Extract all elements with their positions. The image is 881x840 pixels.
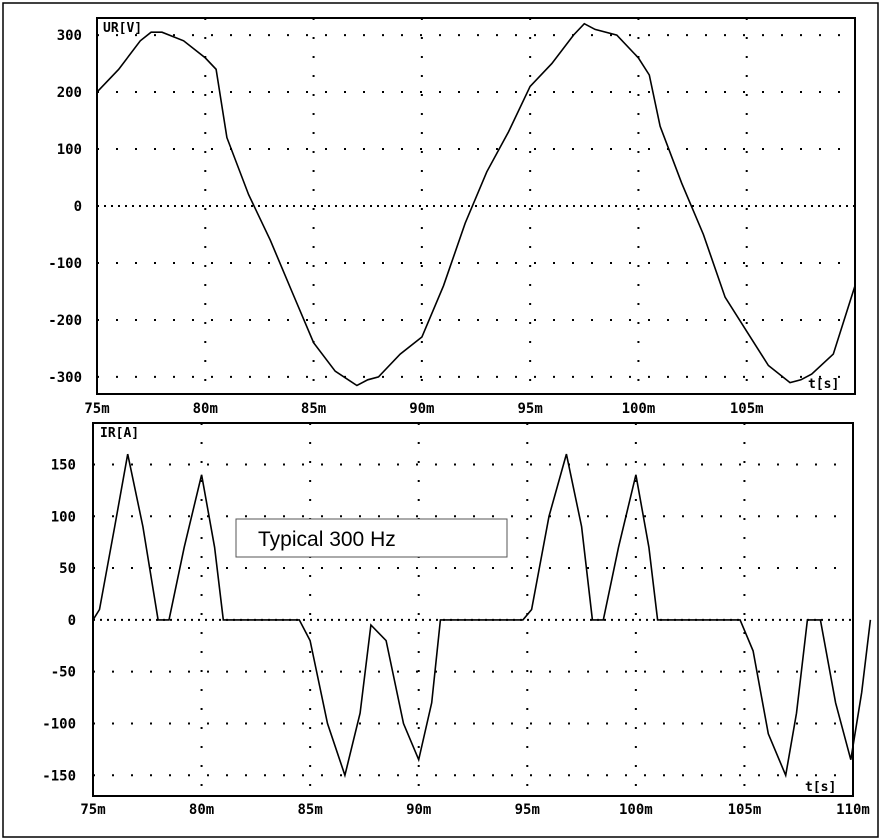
voltage-series-line: [96, 22, 856, 387]
current-y-tick-label: -100: [42, 716, 76, 732]
voltage-x-tick-label: 95m: [517, 401, 542, 417]
current-series-line: [92, 453, 872, 779]
current-x-tick-label: 100m: [619, 802, 653, 818]
voltage-x-tick-label: 85m: [301, 401, 326, 417]
voltage-x-tick-label: 80m: [193, 401, 218, 417]
voltage-y-tick-label: -100: [48, 256, 82, 272]
voltage-x-axis-label: t[s]: [808, 377, 839, 392]
voltage-y-tick-label: -300: [48, 370, 82, 386]
current-y-axis-label: IR[A]: [100, 426, 139, 441]
voltage-chart: 300 200 100 0 -100 -200 -300 75m 80m 85m 90m 95m 10…: [48, 17, 856, 417]
current-y-tick-label: 0: [68, 613, 76, 629]
current-plot-frame: [92, 422, 854, 797]
voltage-y-axis-label: UR[V]: [103, 21, 142, 36]
voltage-y-tick-labels: 300 200 100 0 -100 -200 -300: [48, 28, 82, 386]
current-x-tick-label: 110m: [836, 802, 870, 818]
voltage-x-tick-label: 105m: [730, 401, 764, 417]
current-y-tick-label: -50: [51, 665, 76, 681]
current-y-tick-label: 100: [51, 509, 76, 525]
voltage-y-tick-label: 100: [57, 142, 82, 158]
current-x-tick-label: 75m: [80, 802, 105, 818]
voltage-y-tick-label: -200: [48, 313, 82, 329]
voltage-y-tick-label: 0: [74, 199, 82, 215]
voltage-y-tick-label: 300: [57, 28, 82, 44]
voltage-x-tick-label: 90m: [409, 401, 434, 417]
current-x-tick-labels: 75m 80m 85m 90m 95m 100m 105m 110m: [80, 802, 870, 818]
annotation-box: Typical 300 Hz: [235, 518, 508, 558]
current-y-tick-label: -150: [42, 768, 76, 784]
voltage-grid: [97, 18, 855, 394]
current-x-tick-label: 80m: [189, 802, 214, 818]
current-x-tick-label: 90m: [406, 802, 431, 818]
current-x-axis-label: t[s]: [805, 780, 836, 795]
voltage-x-tick-labels: 75m 80m 85m 90m 95m 100m 105m: [84, 401, 763, 417]
current-x-tick-label: 105m: [728, 802, 762, 818]
annotation-frame: [235, 518, 508, 558]
current-y-tick-label: 50: [59, 561, 76, 577]
current-x-tick-label: 95m: [515, 802, 540, 818]
annotation-text: Typical 300 Hz: [258, 528, 396, 551]
voltage-x-tick-label: 100m: [622, 401, 656, 417]
current-y-tick-labels: 150 100 50 0 -50 -100 -150: [42, 457, 76, 784]
voltage-x-tick-label: 75m: [84, 401, 109, 417]
current-x-tick-label: 85m: [297, 802, 322, 818]
current-y-tick-label: 150: [51, 457, 76, 473]
voltage-y-tick-label: 200: [57, 85, 82, 101]
current-chart: 150 100 50 0 -50 -100 -150 75m 80m 85m 90m 95m 100m…: [42, 422, 872, 818]
